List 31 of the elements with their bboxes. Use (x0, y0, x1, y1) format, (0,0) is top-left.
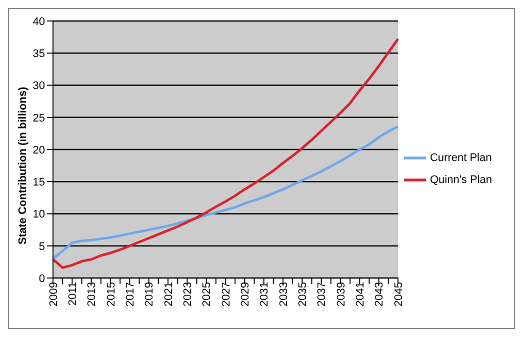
y-tick-label: 40 (32, 16, 45, 28)
x-tick-label: 2011 (66, 282, 79, 306)
x-tick-label: 2037 (316, 282, 328, 306)
x-tick-label: 2029 (239, 282, 252, 306)
y-axis-title: State Contribution (in billions) (16, 86, 29, 244)
y-tick-label: 35 (32, 48, 45, 60)
legend-label: Current Plan (430, 151, 492, 164)
x-tick-label: 2021 (162, 282, 175, 306)
x-tick-label: 2033 (278, 282, 290, 306)
y-tick-label: 25 (32, 112, 45, 124)
legend-label: Quinn's Plan (430, 173, 492, 186)
x-tick-label: 2023 (182, 282, 194, 306)
x-tick-label: 2027 (220, 282, 232, 306)
x-tick-label: 2035 (296, 282, 309, 306)
x-tick-label: 2013 (86, 282, 98, 306)
x-tick-label: 2009 (48, 282, 60, 306)
x-tick-label: 2039 (335, 282, 348, 306)
x-tick-label: 2015 (105, 282, 118, 306)
y-tick-label: 10 (32, 208, 45, 221)
x-tick-label: 2025 (201, 282, 214, 306)
x-tick-label: 2043 (374, 282, 386, 306)
y-tick-label: 0 (38, 272, 45, 285)
y-tick-label: 20 (32, 144, 45, 156)
x-tick-label: 2017 (124, 282, 136, 306)
x-tick-label: 2031 (258, 282, 271, 306)
x-tick-label: 2019 (144, 282, 156, 306)
y-tick-label: 30 (32, 80, 45, 92)
x-tick-label: 2045 (392, 282, 405, 306)
y-tick-label: 5 (38, 240, 45, 253)
x-tick-label: 2041 (354, 282, 366, 306)
y-tick-label: 15 (32, 176, 45, 189)
